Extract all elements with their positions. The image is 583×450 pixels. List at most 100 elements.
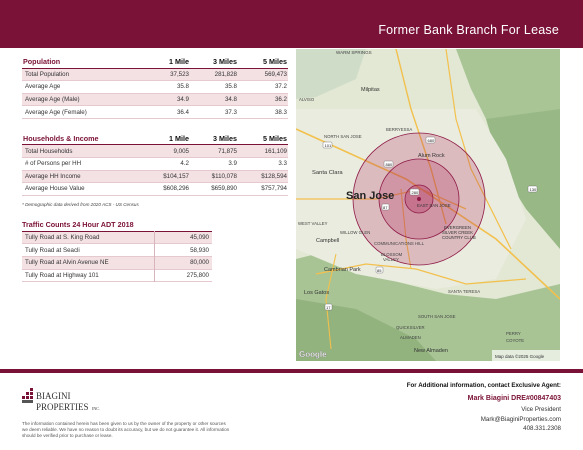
shield-680-label: 680	[428, 138, 435, 143]
label-coyote: COYOTE	[506, 338, 524, 343]
demographics-panel: Population 1 Mile 3 Miles 5 Miles Total …	[22, 56, 288, 282]
map-attribution: Map data ©2025 Google	[495, 353, 545, 359]
shield-17-label: 17	[326, 305, 331, 310]
shield-17: 17	[324, 303, 333, 311]
label-communications-hill: COMMUNICATIONS HILL	[374, 241, 425, 246]
cell-value: 34.8	[190, 93, 238, 106]
row-label: Average Age (Male)	[22, 93, 142, 106]
cell-value: 569,473	[238, 68, 288, 81]
label-warm-springs: WARM SPRINGS	[336, 50, 372, 55]
cell-value: $608,296	[163, 185, 189, 193]
cell-value: 45,090	[153, 231, 212, 244]
table-row: Tully Road at Seacli 58,930	[22, 243, 212, 257]
census-note: * Demographic data derived from 2020 ACS…	[22, 201, 139, 207]
shield-680: 680	[425, 136, 436, 144]
label-alum-rock: Alum Rock	[418, 153, 445, 159]
header-banner: Former Bank Branch For Lease	[0, 0, 583, 48]
cell-value: 161,109	[238, 144, 288, 158]
site-marker[interactable]	[417, 197, 421, 201]
label-evergreen: EVERGREEN	[444, 225, 471, 230]
label-cambrian-park: Cambrian Park	[324, 267, 361, 273]
label-alviso: ALVISO	[299, 97, 315, 102]
table-row: Total Population 37,523 281,828 569,473	[22, 68, 288, 81]
label-silver-creek: SILVER CREEK	[442, 230, 473, 235]
shield-280: 280	[409, 188, 420, 196]
cell-value: 36.2	[238, 93, 288, 106]
label-los-gatos: Los Gatos	[304, 290, 329, 296]
label-country-club: COUNTRY CLUB	[442, 235, 476, 240]
agent-name: Mark Biagini DRE#00847403	[467, 395, 561, 402]
footer-divider	[0, 369, 583, 373]
row-label: Average Age (Female)	[25, 108, 87, 116]
cell-value: 37.3	[224, 108, 237, 116]
col-5-miles: 5 Miles	[263, 134, 287, 144]
shield-280-label: 280	[412, 190, 419, 195]
table-row: Average House Value $608,296 $659,890 $7…	[22, 183, 288, 196]
row-label: Tully Road at Alvin Avenue NE	[22, 256, 154, 270]
urban-area	[296, 109, 526, 289]
population-table: Population 1 Mile 3 Miles 5 Miles Total …	[22, 56, 288, 119]
shield-880-label: 880	[386, 162, 393, 167]
label-north-san-jose: NORTH SAN JOSE	[324, 134, 362, 139]
label-quicksilver: QUICKSILVER	[396, 325, 425, 330]
highway-680	[445, 49, 512, 250]
shield-880: 880	[383, 160, 394, 168]
row-label: Tully Road at Highway 101	[25, 271, 99, 279]
col-3-miles: 3 Miles	[213, 134, 237, 144]
label-valley: VALLEY	[383, 257, 399, 262]
cell-value: 38.3	[274, 108, 287, 116]
row-label: Tully Road at Seacli	[25, 246, 80, 254]
table-row: Tully Road at Highway 101 275,800	[22, 269, 212, 282]
col-1-mile: 1 Mile	[169, 57, 189, 67]
label-almaden: ALMADEN	[400, 335, 421, 340]
highway-85	[315, 263, 527, 285]
shield-130: 130	[527, 185, 538, 193]
highway-280	[296, 188, 467, 210]
cell-value: 4.2	[180, 160, 189, 168]
cell-value: $659,890	[211, 185, 237, 193]
area-map[interactable]: WARM SPRINGS Milpitas ALVISO NORTH SAN J…	[296, 49, 560, 361]
table-row: Tully Road at S. King Road 45,090	[22, 231, 212, 244]
logo-text-1: BIAGINI	[36, 391, 71, 401]
highway-87	[400, 188, 412, 270]
row-label: Total Households	[22, 144, 142, 158]
row-label: Average Age	[25, 83, 61, 91]
row-label: Total Population	[22, 68, 142, 81]
label-campbell: Campbell	[316, 238, 339, 244]
cell-value: 35.8	[224, 83, 237, 91]
label-east-san-jose: EAST SAN JOSE	[417, 203, 451, 208]
col-1-mile: 1 Mile	[169, 134, 189, 144]
cell-value: 34.9	[142, 93, 190, 106]
google-logo: Google	[299, 350, 327, 359]
cell-value: 71,875	[190, 144, 238, 158]
label-santa-clara: Santa Clara	[312, 170, 343, 176]
contact-block: For Additional information, contact Excl…	[407, 382, 561, 435]
shield-101: 101	[322, 141, 333, 149]
table-row: Average Age (Male) 34.9 34.8 36.2	[22, 93, 288, 106]
cell-value: 3.9	[228, 160, 237, 168]
label-blossom: BLOSSOM	[381, 252, 403, 257]
map-canvas: WARM SPRINGS Milpitas ALVISO NORTH SAN J…	[296, 49, 560, 361]
logo-mark: BIAGINI PROPERTIES INC.	[22, 388, 100, 412]
label-milpitas: Milpitas	[361, 87, 380, 93]
cell-value: 275,800	[153, 269, 212, 282]
shield-87: 87	[381, 203, 390, 211]
bay-wetlands	[296, 49, 366, 99]
cell-value: 80,000	[153, 256, 212, 270]
cell-value: 37.2	[274, 83, 287, 91]
population-heading: Population	[23, 57, 61, 67]
row-label: Average House Value	[25, 185, 85, 193]
col-3-miles: 3 Miles	[213, 57, 237, 67]
label-san-jose: San Jose	[346, 190, 394, 202]
agent-email-link[interactable]: Mark@BiaginiProperties.com	[480, 415, 561, 423]
households-heading: Households & Income	[23, 134, 99, 144]
attribution-bg	[492, 350, 560, 361]
row-label: # of Persons per HH	[25, 160, 82, 168]
logo-text-3: INC.	[92, 406, 100, 411]
cell-value: 281,828	[190, 68, 238, 81]
households-table: Households & Income 1 Mile 3 Miles 5 Mil…	[22, 133, 288, 196]
page-title: Former Bank Branch For Lease	[378, 23, 559, 37]
agent-phone[interactable]: 408.331.2308	[523, 425, 561, 432]
cell-value: $110,078	[190, 170, 238, 183]
cell-value: 9,005	[142, 144, 190, 158]
